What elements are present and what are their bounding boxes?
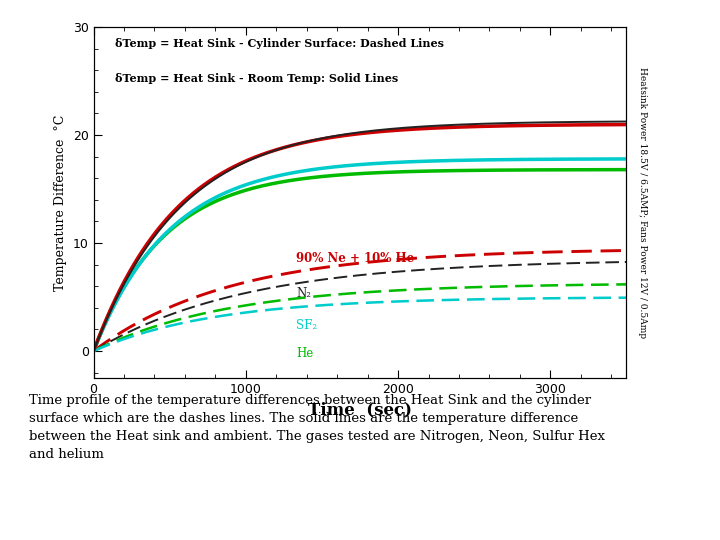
Text: N₂: N₂: [296, 287, 311, 300]
Text: SF₂: SF₂: [296, 319, 318, 332]
Text: 90% Ne + 10% He: 90% Ne + 10% He: [296, 252, 414, 265]
Text: δTemp = Heat Sink - Cylinder Surface: Dashed Lines: δTemp = Heat Sink - Cylinder Surface: Da…: [115, 38, 444, 49]
Y-axis label: Heatsink Power 18.5V / 6.5AMP; Fans Power 12V / 0.5Amp: Heatsink Power 18.5V / 6.5AMP; Fans Powe…: [637, 67, 647, 338]
Text: Time profile of the temperature differences between the Heat Sink and the cylind: Time profile of the temperature differen…: [29, 394, 605, 461]
Y-axis label: Temperature Difference  °C: Temperature Difference °C: [54, 114, 67, 291]
Text: δTemp = Heat Sink - Room Temp: Solid Lines: δTemp = Heat Sink - Room Temp: Solid Lin…: [115, 72, 398, 84]
X-axis label: Time  (sec): Time (sec): [308, 401, 412, 418]
Text: He: He: [296, 347, 313, 360]
